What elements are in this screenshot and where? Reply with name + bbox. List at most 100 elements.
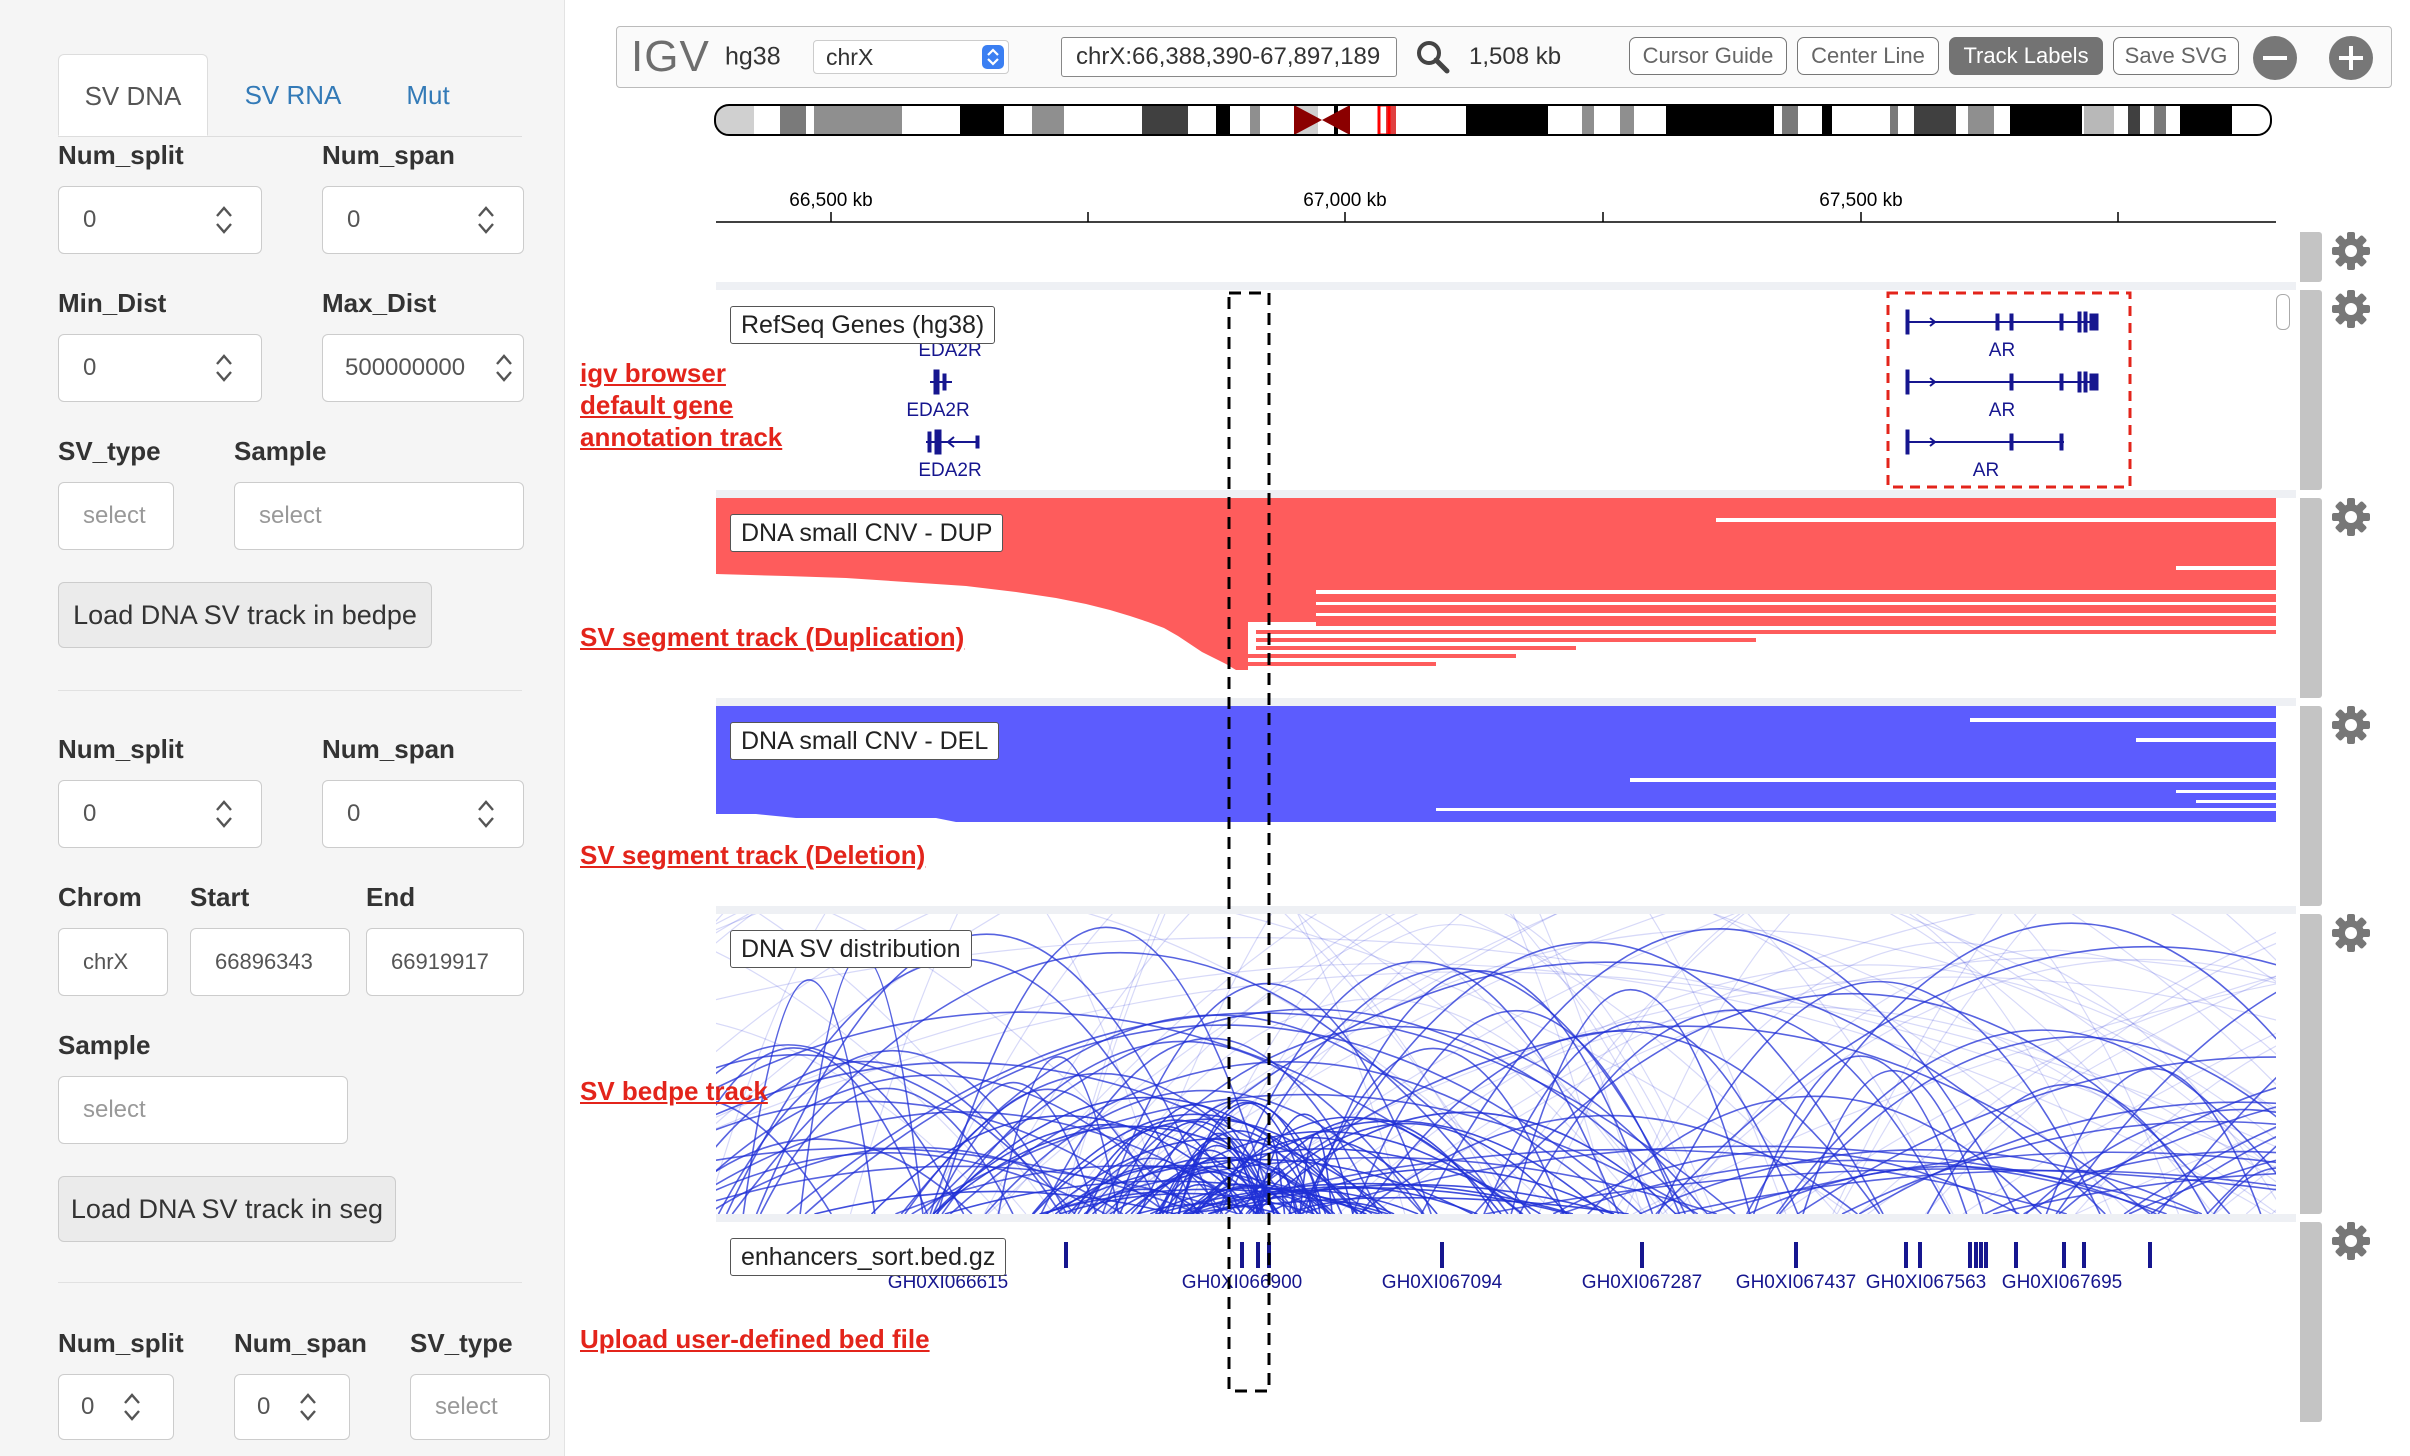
sample-select[interactable]: select — [58, 1076, 348, 1144]
sv-arc[interactable] — [949, 1061, 1625, 1214]
sv-arc[interactable] — [1587, 1095, 2042, 1214]
sv-arc[interactable] — [1154, 1171, 1264, 1214]
sv-arc[interactable] — [2128, 1137, 2276, 1214]
sv-arc[interactable] — [932, 1123, 1280, 1214]
sv-arc[interactable] — [1797, 1056, 2276, 1214]
sv-arc[interactable] — [716, 1061, 1373, 1214]
zoom-in-icon[interactable] — [2329, 36, 2373, 80]
sv-arc[interactable] — [1253, 1111, 1677, 1214]
sv-arc[interactable] — [1657, 981, 2101, 1214]
sv-arc[interactable] — [1485, 1168, 2276, 1214]
gear-icon[interactable] — [2330, 912, 2372, 954]
sv-arc[interactable] — [1165, 1138, 1266, 1214]
sv-arc[interactable] — [2023, 1075, 2276, 1214]
sv-arc[interactable] — [1926, 1083, 2209, 1214]
track-scrollbar[interactable] — [2300, 706, 2322, 906]
sv-arc[interactable] — [1836, 914, 2276, 1214]
sv-bedpe-arcs[interactable] — [716, 914, 2276, 1214]
sv-arc[interactable] — [1059, 1192, 1315, 1214]
sv-arc[interactable] — [716, 1151, 1106, 1214]
sv-arc[interactable] — [1752, 1055, 1968, 1214]
load-bedpe-button[interactable]: Load DNA SV track in bedpe — [58, 582, 432, 648]
sv-arc[interactable] — [716, 914, 2276, 1214]
sv-arc[interactable] — [1518, 1009, 1951, 1214]
sv-arc[interactable] — [1073, 1119, 1279, 1214]
sv-arc[interactable] — [1510, 989, 1751, 1214]
tab-mut[interactable]: Mut — [406, 80, 450, 110]
gear-icon[interactable] — [2330, 1220, 2372, 1262]
sv-arc[interactable] — [941, 1040, 1425, 1214]
sv-type-select[interactable]: select — [58, 482, 174, 550]
sv-arc[interactable] — [1867, 914, 2276, 1214]
track-scrollbar[interactable] — [2300, 1222, 2322, 1422]
sv-arc[interactable] — [1779, 928, 2276, 1214]
sv-arc[interactable] — [1107, 914, 2276, 1214]
sv-arc[interactable] — [1289, 1201, 1395, 1214]
spinner-icon[interactable] — [213, 797, 235, 831]
start-input[interactable]: 66896343 — [190, 928, 350, 996]
sv-arc[interactable] — [1185, 914, 1715, 1214]
track-scrollbar[interactable] — [2300, 914, 2322, 1214]
zoom-out-icon[interactable] — [2253, 36, 2297, 80]
refseq-gene-glyphs[interactable] — [716, 290, 2296, 490]
cursor-guide-button[interactable]: Cursor Guide — [1629, 37, 1787, 75]
sv-arc[interactable] — [716, 914, 2276, 1214]
sv-arc[interactable] — [1832, 914, 2276, 1214]
sv-arc[interactable] — [849, 914, 1406, 1214]
sv-arc[interactable] — [1182, 1120, 1605, 1214]
num-span-input[interactable]: 0 — [234, 1374, 350, 1440]
sv-arc[interactable] — [1420, 928, 2018, 1214]
spinner-icon[interactable] — [121, 1390, 143, 1424]
sv-arc[interactable] — [716, 1053, 1076, 1214]
track-scrollbar[interactable] — [2300, 290, 2322, 490]
sv-arc[interactable] — [1707, 1151, 2276, 1214]
spinner-icon[interactable] — [475, 797, 497, 831]
sv-arc[interactable] — [716, 914, 2276, 1214]
sv-arc[interactable] — [1612, 942, 2276, 1214]
sv-arc[interactable] — [1624, 914, 2180, 1214]
end-input[interactable]: 66919917 — [366, 928, 524, 996]
sv-arc[interactable] — [1190, 976, 2276, 1214]
sv-arc[interactable] — [1746, 922, 2276, 1214]
sv-arc[interactable] — [1101, 914, 2276, 1214]
sv-arc[interactable] — [1105, 961, 2106, 1214]
sv-arc[interactable] — [1632, 940, 2276, 1214]
sv-arc[interactable] — [716, 1074, 1195, 1214]
sv-arc[interactable] — [731, 951, 1509, 1214]
chromosome-ideogram[interactable] — [714, 104, 2272, 136]
sv-arc[interactable] — [1265, 1168, 1614, 1214]
sv-arc[interactable] — [1655, 946, 2276, 1214]
sv-arc[interactable] — [1135, 914, 1787, 1214]
sv-arc[interactable] — [2212, 1167, 2276, 1214]
sv-arc[interactable] — [1992, 1172, 2276, 1214]
sv-arc[interactable] — [1138, 1099, 1343, 1214]
sv-arc[interactable] — [996, 914, 2276, 1214]
spinner-icon[interactable] — [297, 1390, 319, 1424]
sv-arc[interactable] — [716, 914, 1647, 1214]
sv-arc[interactable] — [716, 914, 1519, 1214]
spinner-icon[interactable] — [475, 203, 497, 237]
gear-icon[interactable] — [2330, 496, 2372, 538]
sv-arc[interactable] — [716, 1044, 965, 1214]
sv-arc[interactable] — [1841, 1120, 2276, 1214]
sv-arc[interactable] — [1372, 957, 2276, 1214]
sv-arc[interactable] — [755, 933, 1218, 1214]
spinner-icon[interactable] — [213, 203, 235, 237]
sv-arc[interactable] — [900, 1014, 1532, 1214]
center-line-button[interactable]: Center Line — [1797, 37, 1939, 75]
sv-arc[interactable] — [1216, 960, 1620, 1214]
dup-segments[interactable] — [716, 498, 2276, 698]
sv-arc[interactable] — [716, 914, 1027, 1214]
save-svg-button[interactable]: Save SVG — [2113, 37, 2239, 75]
tab-sv-dna[interactable]: SV DNA — [58, 54, 208, 136]
sv-arc[interactable] — [716, 914, 1851, 1214]
sv-arc[interactable] — [1130, 1156, 1332, 1214]
sv-arc[interactable] — [1359, 1114, 1858, 1214]
sv-arc[interactable] — [1297, 941, 1884, 1214]
sv-arc[interactable] — [716, 1097, 832, 1214]
spinner-icon[interactable] — [493, 351, 515, 385]
sv-arc[interactable] — [716, 937, 2276, 1214]
num-span-input[interactable]: 0 — [322, 780, 524, 848]
refseq-scroll-handle[interactable] — [2276, 294, 2290, 330]
sv-arc[interactable] — [1287, 1006, 2276, 1214]
